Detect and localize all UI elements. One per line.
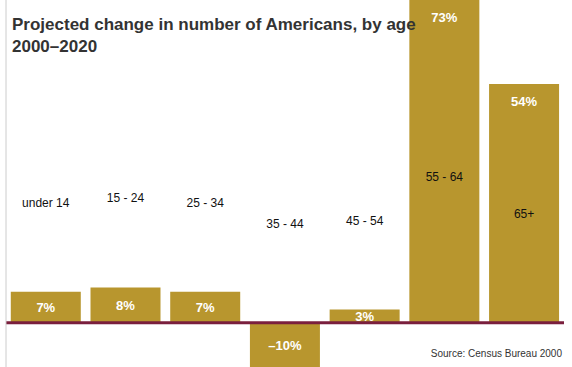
svg-text:73%: 73%	[431, 10, 457, 25]
svg-text:8%: 8%	[116, 298, 135, 313]
svg-text:45 - 54: 45 - 54	[346, 214, 384, 228]
svg-text:65+: 65+	[514, 207, 534, 221]
svg-text:7%: 7%	[36, 300, 55, 315]
html-text:2000–2020: 2000–2020	[12, 37, 98, 56]
html-text:Source: Census Bureau 2000: Source: Census Bureau 2000	[430, 348, 562, 359]
html-text:Projected change in number of: Projected change in number of Americans,…	[12, 15, 416, 34]
svg-text:55 - 64: 55 - 64	[426, 170, 464, 184]
svg-text:25 - 34: 25 - 34	[187, 196, 225, 210]
svg-text:54%: 54%	[511, 94, 537, 109]
svg-text:3%: 3%	[355, 309, 374, 324]
svg-text:–10%: –10%	[268, 338, 302, 353]
svg-text:under 14: under 14	[22, 196, 70, 210]
svg-text:15 - 24: 15 - 24	[107, 191, 145, 205]
svg-text:7%: 7%	[196, 300, 215, 315]
svg-text:35 - 44: 35 - 44	[266, 217, 304, 231]
